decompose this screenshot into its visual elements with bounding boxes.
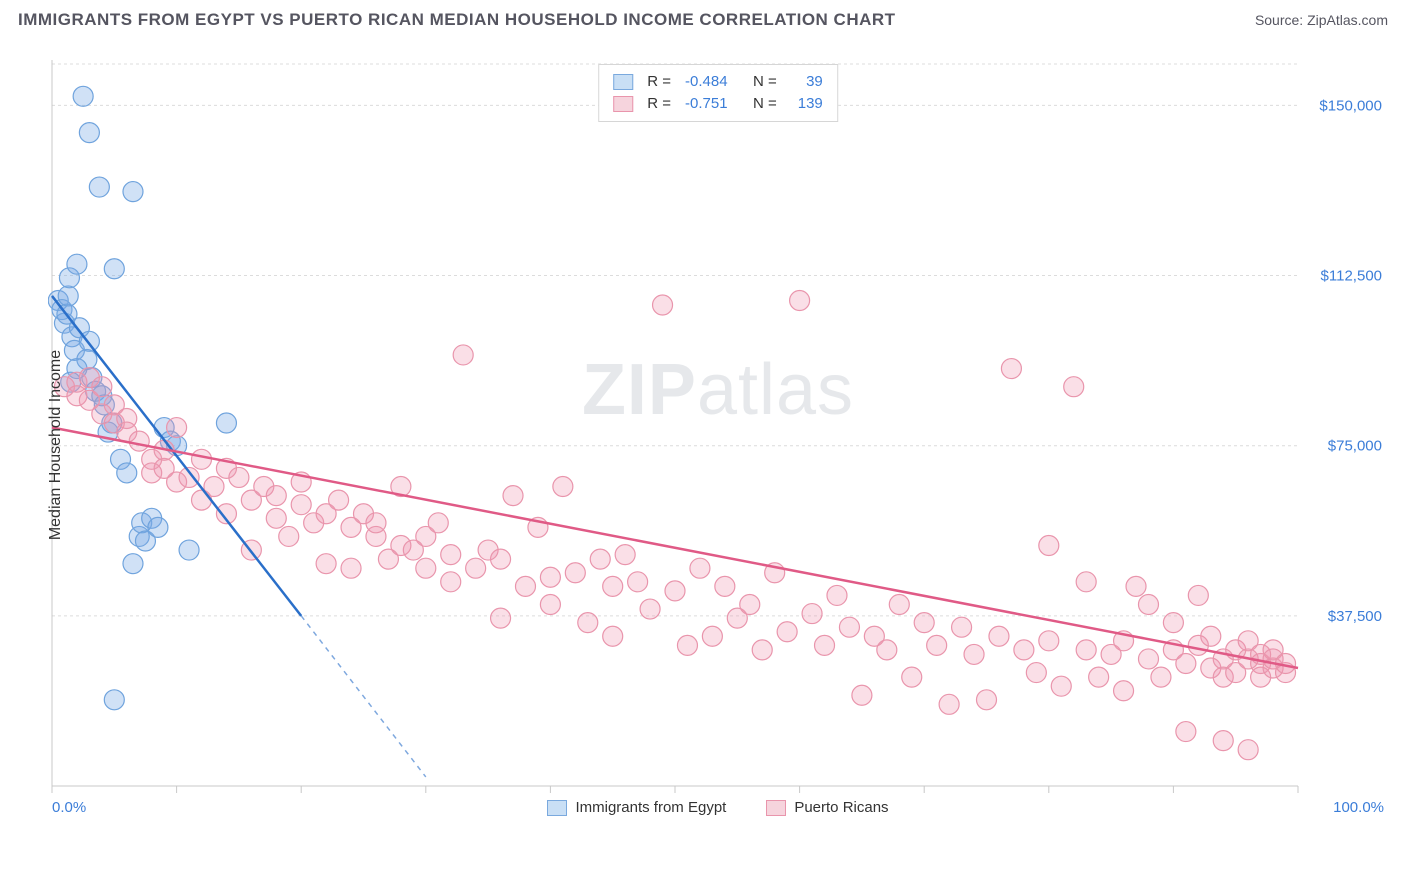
swatch-pr-icon — [766, 800, 786, 816]
legend-item-pr: Puerto Ricans — [766, 799, 888, 816]
n-label: N = — [753, 71, 777, 93]
legend-item-egypt: Immigrants from Egypt — [547, 799, 726, 816]
x-axis-min: 0.0% — [52, 799, 86, 816]
svg-text:$37,500: $37,500 — [1328, 608, 1382, 625]
svg-text:$75,000: $75,000 — [1328, 438, 1382, 455]
r-label: R = — [647, 71, 671, 93]
n-value-egypt: 39 — [791, 71, 823, 93]
r-value-egypt: -0.484 — [685, 71, 739, 93]
legend-label-egypt: Immigrants from Egypt — [575, 799, 726, 816]
chart-title: IMMIGRANTS FROM EGYPT VS PUERTO RICAN ME… — [18, 10, 896, 30]
chart-area: $37,500$75,000$112,500$150,000 ZIPatlas … — [48, 56, 1388, 816]
y-axis-label: Median Household Income — [47, 350, 65, 540]
r-label: R = — [647, 93, 671, 115]
legend-row-egypt: R = -0.484 N = 39 — [613, 71, 823, 93]
legend-row-pr: R = -0.751 N = 139 — [613, 93, 823, 115]
svg-text:$112,500: $112,500 — [1321, 268, 1382, 285]
chart-source: Source: ZipAtlas.com — [1255, 12, 1388, 28]
swatch-pr — [613, 96, 633, 112]
x-axis-max: 100.0% — [1333, 799, 1384, 816]
correlation-legend: R = -0.484 N = 39 R = -0.751 N = 139 — [598, 64, 838, 122]
svg-text:$150,000: $150,000 — [1319, 97, 1382, 114]
series-legend: 0.0% Immigrants from Egypt Puerto Ricans… — [48, 799, 1388, 816]
n-value-pr: 139 — [791, 93, 823, 115]
n-label: N = — [753, 93, 777, 115]
r-value-pr: -0.751 — [685, 93, 739, 115]
swatch-egypt — [613, 74, 633, 90]
swatch-egypt-icon — [547, 800, 567, 816]
scatter-chart: $37,500 $75,000 $112,500 $150,000 — [48, 56, 1388, 816]
legend-label-pr: Puerto Ricans — [794, 799, 888, 816]
